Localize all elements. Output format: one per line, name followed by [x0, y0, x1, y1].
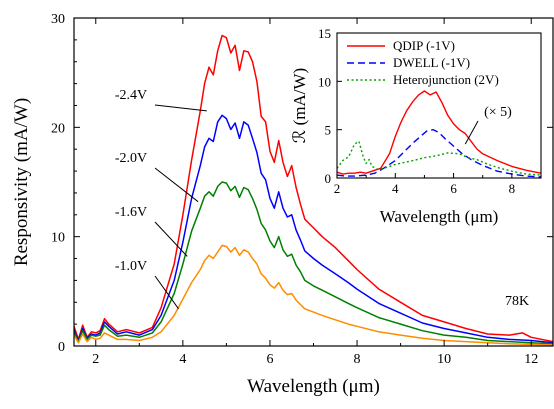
- voltage-label-pointer: [154, 221, 188, 257]
- inset-y-tick-label: 0: [325, 171, 332, 186]
- legend-label: DWELL (-1V): [393, 55, 470, 70]
- voltage-label: -2.4V: [115, 88, 147, 103]
- inset-y-tick-label: 10: [318, 74, 331, 89]
- legend-label: Heterojunction (2V): [393, 72, 499, 87]
- main-series-line-3: [74, 244, 553, 346]
- voltage-label: -1.6V: [115, 205, 147, 220]
- inset-x-tick-label: 6: [450, 181, 457, 196]
- main-y-tick-label: 10: [51, 231, 65, 246]
- main-series-line-0: [74, 34, 553, 343]
- legend-label: QDIP (-1V): [393, 38, 455, 53]
- main-series-line-1: [74, 114, 553, 344]
- main-x-tick-label: 10: [437, 352, 451, 367]
- inset-annotation-pointer: [464, 120, 479, 145]
- main-x-tick-label: 6: [266, 352, 273, 367]
- inset-series-line-0: [337, 90, 541, 175]
- main-y-tick-label: 20: [51, 121, 65, 136]
- main-series-line-2: [74, 181, 553, 345]
- inset-x-tick-label: 2: [334, 181, 341, 196]
- inset-x-tick-label: 4: [392, 181, 399, 196]
- inset-series-line-2: [337, 140, 541, 176]
- main-y-tick-label: 0: [58, 340, 65, 355]
- inset-y-tick-label: 5: [325, 123, 332, 138]
- voltage-label: -1.0V: [115, 259, 147, 274]
- voltage-label: -2.0V: [115, 151, 147, 166]
- inset-plot: 2 4 6 8 0 5 10 15 Wavelength (μm) ℛ (mA/W) QDIP (-…: [290, 26, 542, 226]
- inset-frame: [336, 32, 542, 179]
- voltage-label-pointer: [154, 275, 179, 310]
- temperature-label: 78K: [505, 294, 529, 309]
- main-x-axis-title: Wavelength (μm): [247, 376, 380, 397]
- inset-x-axis-title: Wavelength (μm): [380, 207, 499, 226]
- main-y-axis-title: Responsivity (mA/W): [11, 98, 32, 266]
- voltage-label-pointer: [154, 167, 199, 203]
- main-x-tick-label: 2: [92, 352, 99, 367]
- main-x-tick-label: 12: [524, 352, 538, 367]
- inset-series-line-1: [337, 129, 541, 178]
- main-x-tick-label: 8: [354, 352, 361, 367]
- inset-y-tick-label: 15: [318, 26, 331, 41]
- main-x-tick-label: 4: [179, 352, 186, 367]
- inset-scale-annotation: (× 5): [484, 105, 512, 120]
- inset-y-axis-title: ℛ (mA/W): [290, 68, 309, 143]
- voltage-label-pointer: [154, 104, 207, 112]
- inset-background: [337, 33, 541, 178]
- inset-x-tick-label: 8: [509, 181, 516, 196]
- main-y-tick-label: 30: [51, 12, 65, 27]
